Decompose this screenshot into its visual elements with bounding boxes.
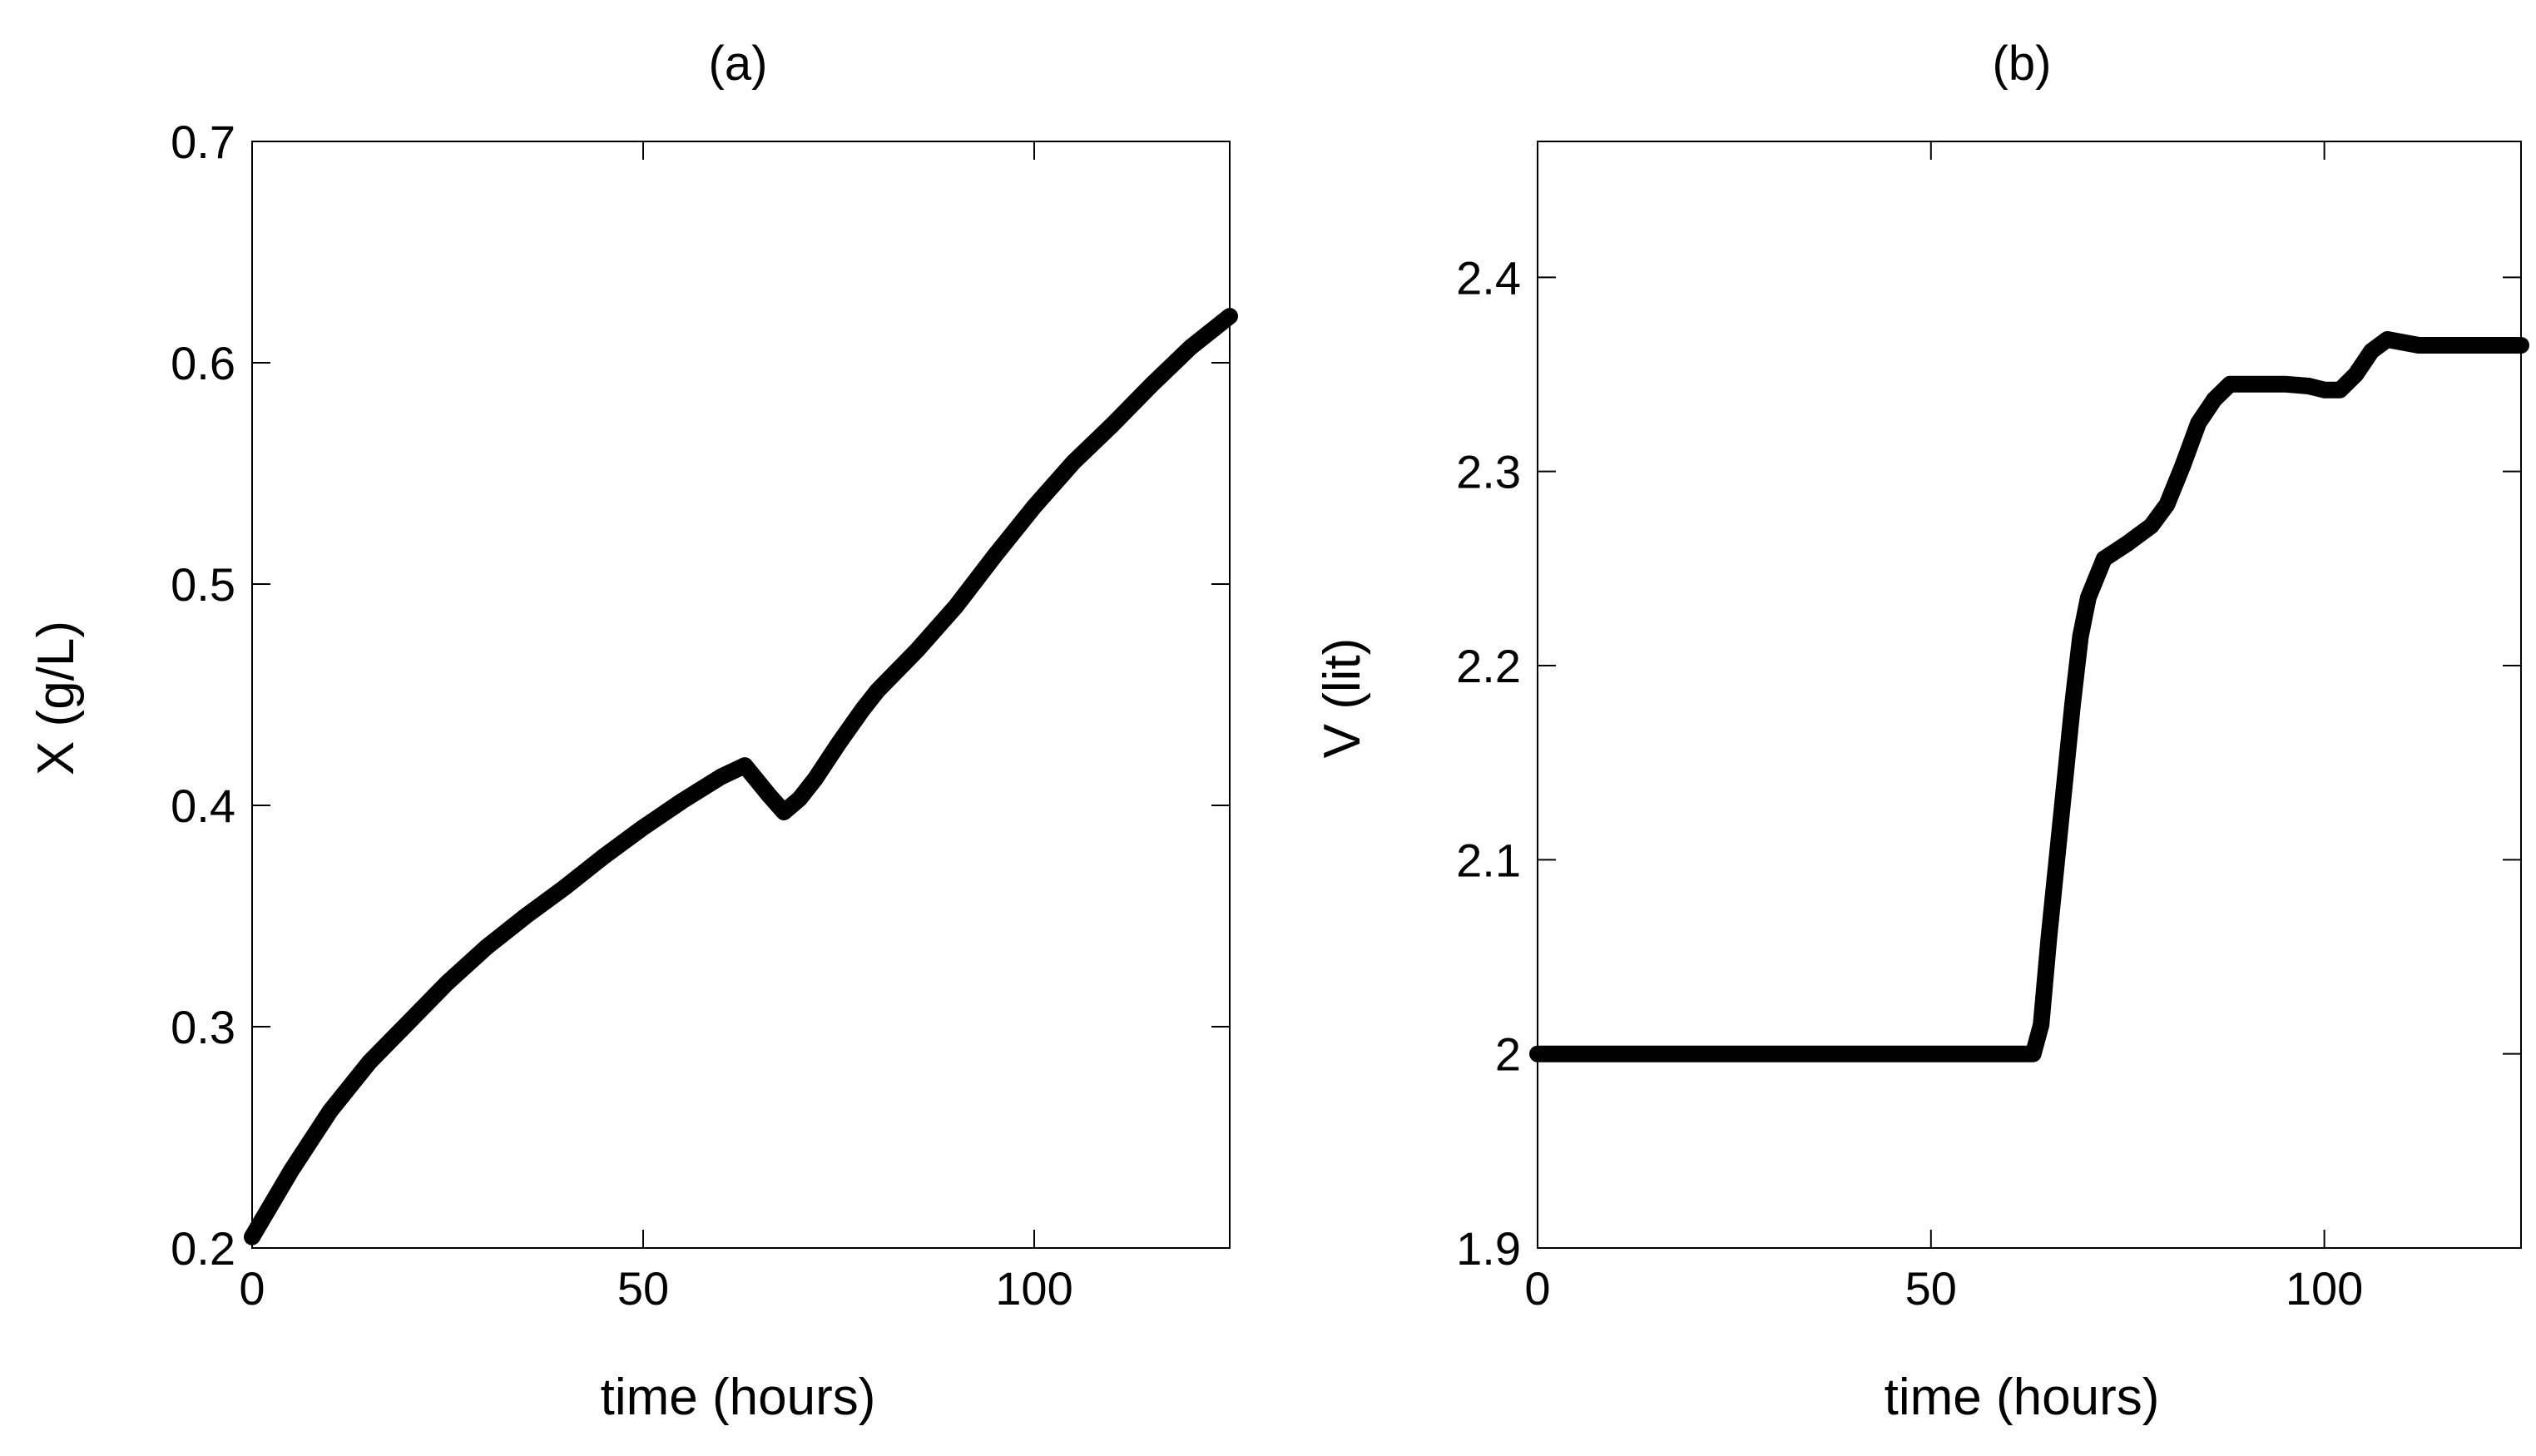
panel-a-y-tick-label: 0.2 xyxy=(171,1222,235,1275)
panel-b-series-line xyxy=(1529,331,2529,1062)
panel-a-title: (a) xyxy=(709,37,768,91)
panel-a-x-tick-label: 50 xyxy=(617,1262,669,1315)
panel-a: (a) 0 50 100 0.2 0.3 0.4 0.5 0.6 0.7 time (hours… xyxy=(27,37,1238,1426)
panel-a-x-axis-label: time (hours) xyxy=(601,1369,876,1426)
panel-b-y-tick-label: 2 xyxy=(1495,1028,1521,1081)
panel-b-y-axis-label: V (lit) xyxy=(1314,638,1371,759)
panel-a-x-tick-label: 100 xyxy=(995,1262,1072,1315)
panel-b-y-tick-label: 2.4 xyxy=(1456,251,1521,304)
panel-b-y-tick-label: 2.2 xyxy=(1456,640,1521,692)
panel-b-x-tick-label: 100 xyxy=(2286,1262,2363,1315)
panel-a-x-tick-label: 0 xyxy=(239,1262,265,1315)
panel-a-y-tick-label: 0.4 xyxy=(171,780,235,832)
panel-b-x-axis-label: time (hours) xyxy=(1885,1369,2160,1426)
panel-a-y-tick-label: 0.5 xyxy=(171,558,235,611)
panel-b-x-tick-label: 50 xyxy=(1905,1262,1957,1315)
panel-a-ticks: 0 50 100 0.2 0.3 0.4 0.5 0.6 0.7 xyxy=(171,116,1230,1315)
panel-a-y-tick-label: 0.7 xyxy=(171,116,235,168)
panel-a-y-tick-label: 0.6 xyxy=(171,337,235,389)
panel-b-plot-frame xyxy=(1537,141,2522,1249)
panel-a-plot-frame xyxy=(251,141,1231,1249)
panel-a-y-axis-label: X (g/L) xyxy=(27,621,85,775)
panel-b-y-tick-label: 2.3 xyxy=(1456,446,1521,498)
panel-b-title: (b) xyxy=(1993,37,2052,91)
panel-b-y-tick-label: 1.9 xyxy=(1456,1222,1521,1275)
panel-b-x-tick-label: 0 xyxy=(1524,1262,1550,1315)
panel-a-y-tick-label: 0.3 xyxy=(171,1001,235,1053)
panel-b-ticks: 0 50 100 1.9 2 2.1 2.2 2.3 2.4 xyxy=(1456,141,2521,1315)
panel-a-series-line xyxy=(244,308,1238,1246)
panel-b-y-tick-label: 2.1 xyxy=(1456,834,1521,886)
